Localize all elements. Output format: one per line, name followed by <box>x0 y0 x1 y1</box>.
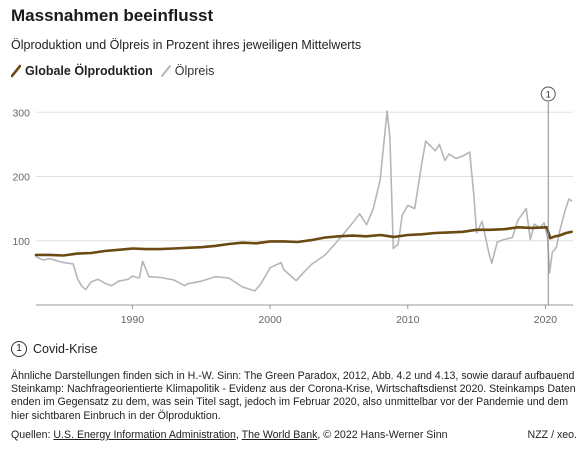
sources-line: Quellen: U.S. Energy Information Adminis… <box>11 429 448 441</box>
chart-subtitle: Ölproduktion und Ölpreis in Prozent ihre… <box>11 38 362 52</box>
series-line-oelpreis <box>35 110 573 292</box>
legend-price-swatch <box>160 65 171 77</box>
x-tick-label-1990: 1990 <box>121 314 145 326</box>
chart-grid: 100 200 300 1990 2000 2010 2020 <box>12 107 573 326</box>
sources-separator: , <box>235 429 242 441</box>
sources-suffix: , © 2022 Hans-Werner Sinn <box>317 429 448 441</box>
footnote: Ähnliche Darstellungen finden sich in H.… <box>11 370 576 422</box>
chart-marks: 1 <box>540 86 556 305</box>
series-line-oelproduktion <box>34 226 573 257</box>
x-tick-label-2020: 2020 <box>534 314 558 326</box>
annotation-badge: 1 <box>11 341 27 357</box>
legend-price-label: Ölpreis <box>174 64 215 78</box>
y-tick-label-300: 300 <box>12 107 30 119</box>
sources-prefix: Quellen: <box>11 429 54 441</box>
legend: Globale Ölproduktion Ölpreis <box>11 64 214 78</box>
source-link-eia[interactable]: U.S. Energy Information Administration <box>53 429 236 441</box>
legend-production-label: Globale Ölproduktion <box>25 64 153 78</box>
y-tick-label-100: 100 <box>12 236 30 248</box>
y-tick-label-200: 200 <box>12 172 30 184</box>
annotation-note: 1 Covid-Krise <box>11 341 98 357</box>
chart-title: Massnahmen beeinflusst <box>11 6 214 25</box>
annotation-text: Covid-Krise <box>33 342 98 356</box>
x-tick-label-2000: 2000 <box>258 314 282 326</box>
source-link-worldbank[interactable]: The World Bank <box>241 429 318 441</box>
annotation-marker-label: 1 <box>546 90 551 101</box>
legend-production-swatch <box>11 64 21 78</box>
annotation-marker-circle <box>540 86 556 102</box>
credit: NZZ / xeo. <box>527 429 577 441</box>
chart-series <box>34 110 573 292</box>
x-tick-label-2010: 2010 <box>396 314 420 326</box>
line-chart: 100 200 300 1990 2000 2010 2020 1 <box>12 86 573 326</box>
